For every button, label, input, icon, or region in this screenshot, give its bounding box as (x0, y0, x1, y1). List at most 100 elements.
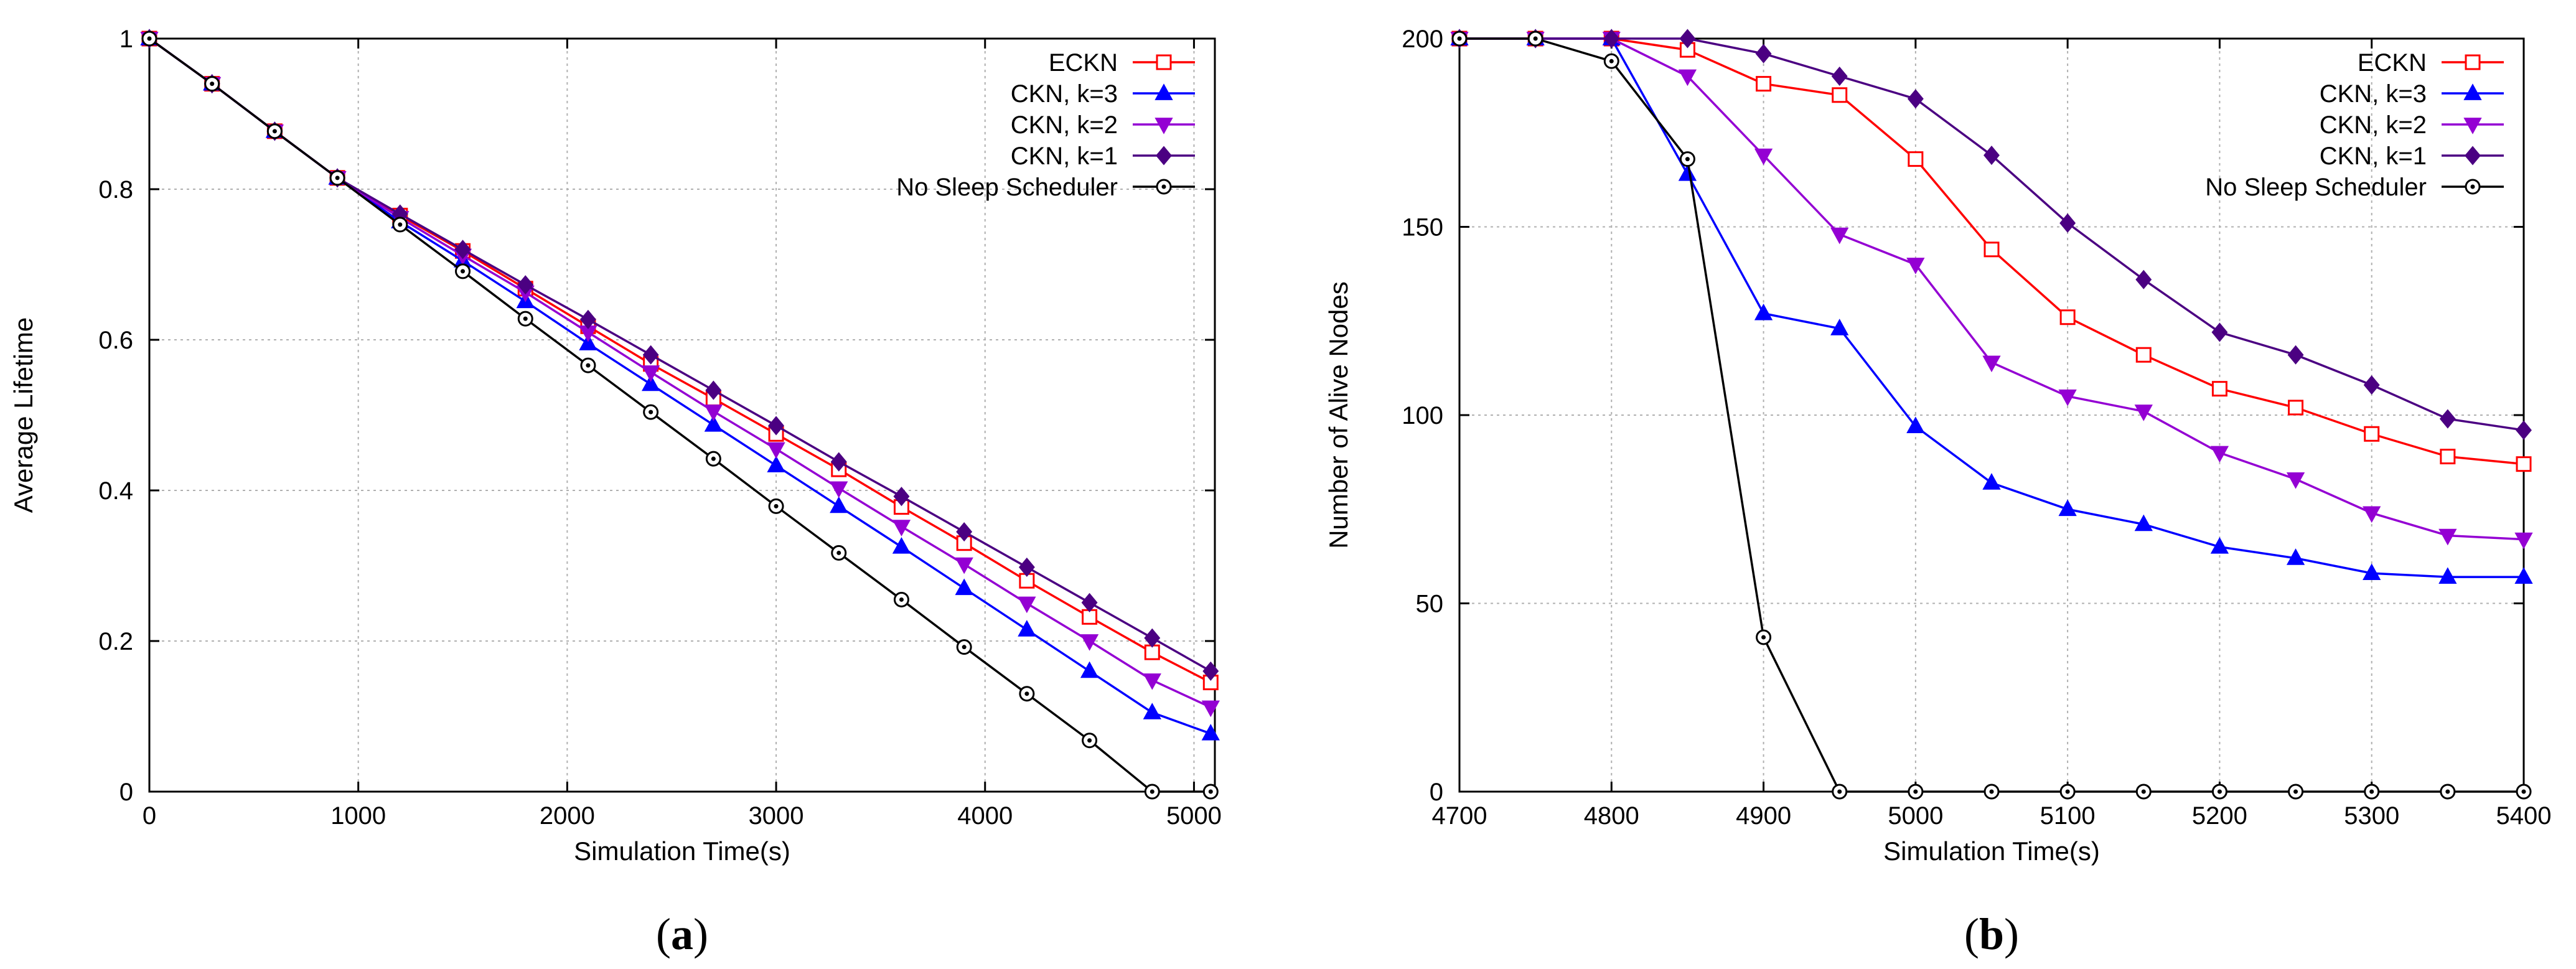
b-panel-label: (b) (1964, 909, 2019, 959)
b-series-1-point-14 (2514, 567, 2533, 584)
a-series-4-point-5-dot (461, 269, 466, 274)
a-series-4-point-17-dot (1208, 789, 1213, 794)
b-xtick-label-4: 5100 (2040, 802, 2096, 830)
b-series-3-point-14 (2516, 420, 2532, 440)
b-series-4-point-12-dot (2369, 789, 2374, 794)
b-series-3-point-8 (2059, 213, 2076, 233)
b-xtick-label-1: 4800 (1584, 802, 1639, 830)
a-series-4-point-7-dot (586, 363, 591, 368)
b-series-1-point-4 (1754, 303, 1773, 321)
b-series-0-point-9 (2135, 347, 2152, 363)
a-legend-marker-0 (1156, 54, 1172, 70)
b-series-2-point-4 (1754, 148, 1773, 166)
a-series-2-point-14 (1018, 596, 1036, 614)
b-legend-label-4: No Sleep Scheduler (2205, 174, 2427, 201)
a-series-4-point-6-dot (523, 316, 528, 321)
b-series-2-point-12 (2363, 506, 2381, 523)
a-series-3-point-16 (1144, 628, 1161, 648)
a-series-4-point-12-dot (899, 597, 904, 602)
a-series-2-point-11 (830, 481, 848, 499)
b-series-2-point-10 (2210, 446, 2229, 463)
a-series-4-point-0-dot (147, 36, 152, 41)
a-series-4-point-2-dot (272, 129, 277, 134)
b-series-0-point-7 (1984, 241, 2000, 258)
b-series-3-point-9 (2135, 269, 2152, 289)
a-ytick-label-2: 0.4 (98, 477, 133, 505)
b-ytick-label-1: 50 (1416, 591, 1444, 618)
a-legend-label-3: CKN, k=1 (1011, 143, 1118, 170)
a-series-4-point-1-dot (210, 82, 215, 87)
b-xtick-label-6: 5300 (2344, 802, 2399, 830)
a-series-3-point-10 (768, 416, 785, 436)
b-legend-marker-0 (2465, 54, 2481, 70)
b-series-0-point-6 (1908, 151, 1924, 167)
b-ytick-label-3: 150 (1402, 214, 1443, 241)
b-series-4-point-1-dot (1533, 36, 1538, 41)
b-ytick-label-2: 100 (1402, 402, 1443, 429)
b-series-1-point-3 (1678, 164, 1697, 181)
b-legend-marker-4-dot (2470, 184, 2475, 189)
b-series-0-point-10 (2211, 381, 2227, 397)
b-series-1-point-6 (1906, 416, 1925, 433)
a-series-4-point-10-dot (774, 503, 779, 508)
b-series-4-point-4-dot (1761, 635, 1766, 640)
a-xtick-label-5: 5000 (1166, 802, 1222, 830)
b-legend-marker-1 (2463, 83, 2482, 100)
a-series-3-point-14 (1018, 557, 1035, 577)
b-series-2-point-3 (1678, 69, 1697, 87)
a-ytick-label-1: 0.2 (98, 628, 133, 655)
b-series-3-point-6 (1907, 89, 1924, 109)
a-xtick-label-1: 1000 (330, 802, 386, 830)
a-legend-label-0: ECKN (1049, 49, 1118, 77)
b-ytick-label-0: 0 (1430, 779, 1443, 806)
a-series-3-point-17 (1202, 661, 1219, 681)
b-xtick-label-0: 4700 (1432, 802, 1487, 830)
b-x-axis-title: Simulation Time(s) (1883, 836, 2100, 866)
a-legend-marker-3 (1156, 146, 1172, 166)
a-series-3-point-15 (1081, 592, 1098, 612)
b-series-2-point-8 (2058, 389, 2077, 406)
b-series-1-point-13 (2438, 567, 2457, 584)
b-series-3-point-13 (2439, 409, 2456, 429)
b-series-3-point-2 (1603, 29, 1620, 49)
a-y-axis-title: Average Lifetime (9, 317, 38, 513)
b-series-0-point-12 (2364, 426, 2380, 442)
a-series-1-point-7 (579, 334, 597, 350)
b-series-3-point-10 (2211, 322, 2228, 342)
a-series-1-point-12 (892, 536, 911, 554)
b-series-4-point-3-dot (1685, 157, 1690, 162)
a-series-3-point-13 (956, 522, 973, 542)
a-xtick-label-0: 0 (143, 802, 156, 830)
a-series-3-point-8 (642, 345, 659, 365)
panel-b-chart: 4700 4800 4900 5000 5100 5200 5300 5400 0 50 100 15… (1324, 26, 2551, 959)
a-legend-marker-4-dot (1161, 184, 1166, 189)
b-legend-label-0: ECKN (2358, 49, 2427, 77)
b-series-0-point-5 (1832, 87, 1848, 103)
b-series-2-point-6 (1906, 258, 1925, 274)
panel-a-chart: 0 1000 2000 3000 4000 5000 0 0.2 0.4 0.6 0.8 1 Simul… (9, 26, 1222, 959)
a-series-3-point-7 (579, 309, 596, 329)
b-series-2-point-14 (2514, 532, 2533, 550)
a-series-2-point-9 (704, 405, 723, 421)
b-xtick-label-5: 5200 (2192, 802, 2247, 830)
a-legend-label-4: No Sleep Scheduler (896, 174, 1118, 201)
b-legend-label-2: CKN, k=2 (2320, 111, 2427, 139)
a-series-4-point-8-dot (649, 410, 653, 414)
a-series-2-point-12 (892, 520, 911, 536)
a-series-2-point-13 (955, 557, 973, 574)
a-series-3-point-9 (705, 380, 722, 400)
b-series-4-point-13-dot (2445, 789, 2450, 794)
a-series-4-point-9-dot (711, 456, 716, 461)
a-series-1-point-8 (642, 374, 660, 391)
a-series-line-2 (148, 37, 1212, 709)
a-ytick-label-5: 1 (119, 26, 133, 53)
a-series-2-point-16 (1143, 673, 1161, 690)
a-legend-label-2: CKN, k=2 (1011, 111, 1118, 139)
b-series-4-point-5-dot (1837, 789, 1842, 794)
a-ytick-label-3: 0.6 (98, 327, 133, 354)
a-series-4-point-14-dot (1024, 691, 1029, 696)
a-series-2-point-15 (1080, 634, 1099, 651)
a-series-4-point-13-dot (962, 645, 967, 650)
a-series-4-point-3-dot (335, 176, 340, 180)
a-series-1-point-15 (1080, 661, 1099, 678)
